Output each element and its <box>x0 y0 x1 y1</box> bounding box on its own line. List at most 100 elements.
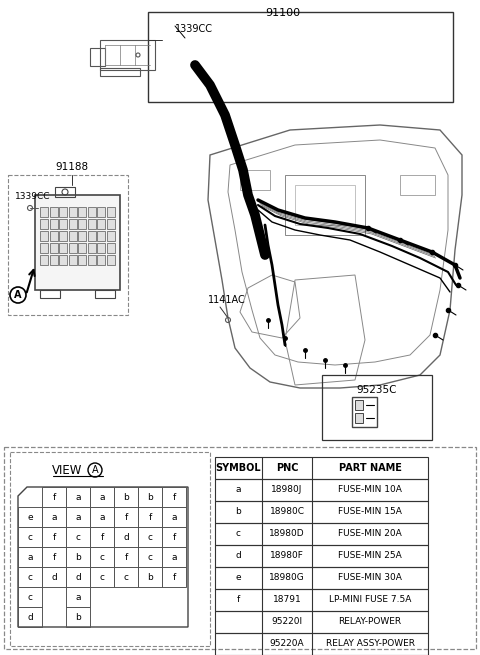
Bar <box>10 452 210 646</box>
Text: a: a <box>75 493 81 502</box>
Text: a: a <box>27 553 33 561</box>
Text: d: d <box>27 612 33 622</box>
Bar <box>114 507 138 527</box>
Bar <box>59 255 67 265</box>
Bar <box>90 507 114 527</box>
Text: SYMBOL: SYMBOL <box>216 463 261 473</box>
Text: 91100: 91100 <box>265 8 300 18</box>
Bar <box>97 219 105 229</box>
Text: VIEW: VIEW <box>52 464 82 476</box>
Bar <box>215 523 428 545</box>
Text: a: a <box>75 593 81 601</box>
Bar <box>90 48 105 66</box>
Text: b: b <box>75 553 81 561</box>
Bar <box>97 243 105 253</box>
Bar <box>18 587 42 607</box>
Bar <box>295 185 355 225</box>
Bar <box>97 255 105 265</box>
Text: A: A <box>14 290 22 300</box>
Text: a: a <box>99 493 105 502</box>
Bar <box>215 457 428 479</box>
Bar <box>138 507 162 527</box>
Text: FUSE-MIN 20A: FUSE-MIN 20A <box>338 529 402 538</box>
Bar <box>8 175 128 315</box>
Bar <box>138 487 162 507</box>
Text: c: c <box>147 553 153 561</box>
Text: b: b <box>147 493 153 502</box>
Bar <box>40 290 60 298</box>
Text: d: d <box>51 572 57 582</box>
Text: a: a <box>99 512 105 521</box>
Bar <box>42 547 66 567</box>
Text: c: c <box>236 529 241 538</box>
Bar <box>42 507 66 527</box>
Bar <box>107 207 115 217</box>
Text: f: f <box>172 572 176 582</box>
Text: FUSE-MIN 15A: FUSE-MIN 15A <box>338 508 402 517</box>
Bar <box>148 12 453 102</box>
Text: 91188: 91188 <box>55 162 89 172</box>
Bar <box>18 567 42 587</box>
Text: 1339CC: 1339CC <box>15 192 50 201</box>
Text: d: d <box>123 533 129 542</box>
Bar <box>355 400 363 410</box>
Bar <box>215 633 428 655</box>
Text: 18980C: 18980C <box>269 508 304 517</box>
Bar <box>87 207 96 217</box>
Bar <box>215 545 428 567</box>
Text: LP-MINI FUSE 7.5A: LP-MINI FUSE 7.5A <box>329 595 411 605</box>
Bar <box>66 507 90 527</box>
Text: f: f <box>124 512 128 521</box>
Bar <box>215 611 428 633</box>
Text: 95235C: 95235C <box>357 385 397 395</box>
Bar <box>215 479 428 501</box>
Bar <box>90 527 114 547</box>
Bar <box>78 231 86 241</box>
Text: PART NAME: PART NAME <box>338 463 401 473</box>
Bar <box>66 487 90 507</box>
Bar <box>138 567 162 587</box>
Bar <box>59 231 67 241</box>
Bar <box>162 487 186 507</box>
Bar <box>66 567 90 587</box>
Text: c: c <box>27 593 33 601</box>
Bar <box>400 175 435 195</box>
Text: c: c <box>99 553 105 561</box>
Text: RELAY-POWER: RELAY-POWER <box>338 618 402 626</box>
Bar <box>87 243 96 253</box>
Bar <box>69 255 76 265</box>
Bar <box>87 231 96 241</box>
Bar <box>97 207 105 217</box>
Bar <box>18 527 42 547</box>
Bar <box>114 527 138 547</box>
Text: a: a <box>171 512 177 521</box>
Bar <box>240 170 270 190</box>
Bar <box>69 207 76 217</box>
Bar <box>42 487 66 507</box>
Text: A: A <box>92 465 98 475</box>
Text: e: e <box>236 574 241 582</box>
Bar <box>215 501 428 523</box>
Bar <box>59 219 67 229</box>
Bar <box>66 607 90 627</box>
Text: f: f <box>237 595 240 605</box>
Text: FUSE-MIN 10A: FUSE-MIN 10A <box>338 485 402 495</box>
Bar <box>95 290 115 298</box>
Bar <box>100 68 140 76</box>
Bar <box>107 231 115 241</box>
Bar <box>114 547 138 567</box>
Bar <box>40 207 48 217</box>
Text: f: f <box>52 493 56 502</box>
Bar <box>215 567 428 589</box>
Text: 18791: 18791 <box>273 595 301 605</box>
Bar <box>66 547 90 567</box>
Text: 18980D: 18980D <box>269 529 305 538</box>
Text: f: f <box>172 493 176 502</box>
Text: c: c <box>123 572 129 582</box>
Text: f: f <box>52 533 56 542</box>
Bar <box>78 255 86 265</box>
Text: b: b <box>236 508 241 517</box>
Bar <box>162 547 186 567</box>
Text: c: c <box>75 533 81 542</box>
Bar <box>322 375 432 440</box>
